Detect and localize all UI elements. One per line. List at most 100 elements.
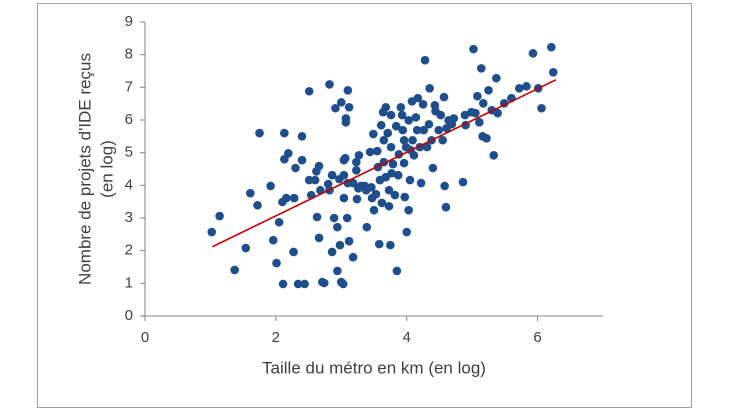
point (371, 189, 381, 199)
point (522, 82, 531, 91)
point (327, 170, 337, 180)
point (314, 233, 324, 243)
point (255, 128, 264, 138)
point (422, 142, 432, 152)
point (473, 91, 482, 101)
point (329, 213, 339, 223)
point (246, 188, 255, 198)
point (333, 266, 342, 276)
point (282, 193, 291, 203)
y-tick-label: 9 (125, 13, 133, 30)
point (338, 279, 348, 289)
point (493, 108, 502, 118)
point (471, 108, 480, 118)
point (374, 239, 384, 249)
point (280, 128, 289, 138)
y-axis-label: (en log) (97, 140, 116, 198)
point (310, 175, 320, 185)
point (386, 142, 396, 152)
point (386, 240, 395, 250)
point (405, 175, 415, 185)
point (416, 178, 426, 188)
point (402, 227, 412, 237)
point (400, 192, 410, 202)
x-tick-label: 6 (533, 329, 541, 346)
point (340, 153, 350, 163)
point (367, 182, 376, 192)
point (398, 125, 408, 135)
point (283, 149, 293, 158)
point (369, 205, 379, 215)
point (469, 44, 478, 54)
point (352, 166, 361, 175)
point (424, 119, 434, 129)
y-tick-label: 5 (125, 144, 133, 161)
trend-line (212, 79, 557, 248)
point (409, 150, 419, 160)
point (274, 217, 284, 227)
point (413, 93, 423, 103)
point (300, 279, 309, 289)
point (460, 110, 470, 120)
point (312, 212, 322, 222)
point (425, 84, 434, 93)
point (397, 110, 407, 120)
point (293, 279, 303, 289)
y-tick-label: 1 (125, 274, 133, 291)
point (341, 114, 351, 123)
point (537, 103, 546, 113)
point (354, 150, 364, 160)
x-tick-label: 4 (403, 329, 411, 346)
point (383, 128, 393, 138)
point (348, 252, 358, 262)
point (241, 243, 251, 253)
point (477, 64, 486, 73)
point (336, 98, 346, 107)
point (253, 200, 262, 210)
point (388, 159, 398, 169)
point (343, 85, 353, 95)
y-tick-label: 3 (125, 209, 133, 226)
point (272, 258, 281, 268)
point (386, 110, 396, 120)
point (404, 116, 413, 125)
point (436, 110, 446, 120)
point (392, 266, 402, 276)
point (335, 240, 345, 250)
point (230, 265, 239, 275)
point (339, 193, 349, 203)
point (475, 117, 484, 127)
point (207, 227, 217, 237)
point (547, 42, 556, 52)
point (419, 125, 429, 135)
point (458, 177, 468, 187)
point (391, 121, 401, 131)
point (408, 135, 417, 145)
point (434, 125, 444, 135)
point (492, 73, 501, 83)
y-tick-label: 0 (125, 307, 133, 324)
point (387, 168, 396, 178)
point (404, 205, 413, 215)
point (297, 132, 307, 141)
y-tick-label: 7 (125, 78, 133, 95)
point (439, 92, 449, 102)
point (215, 211, 224, 221)
point (291, 163, 300, 173)
point (266, 181, 275, 191)
point (438, 135, 448, 145)
x-tick-label: 0 (141, 329, 149, 346)
point (418, 100, 428, 109)
point (278, 279, 288, 289)
point (304, 175, 314, 185)
point (482, 133, 491, 143)
point (381, 102, 391, 112)
y-tick-label: 8 (125, 46, 133, 63)
point (342, 213, 352, 223)
point (348, 178, 358, 188)
x-axis-label: Taille du métro en km (en log) (262, 358, 486, 377)
y-axis-label: Nombre de projets d'IDE reçus (75, 53, 94, 285)
point (372, 146, 382, 156)
